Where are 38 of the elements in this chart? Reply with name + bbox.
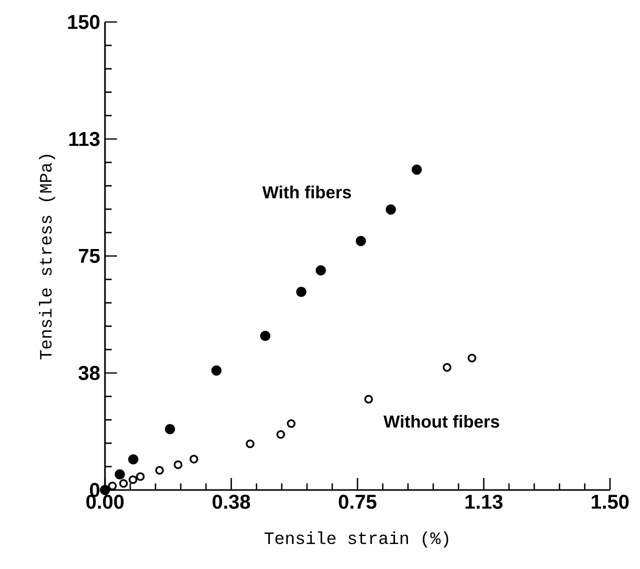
- point: [100, 484, 110, 496]
- point: [468, 354, 476, 362]
- y-tick-label: 150: [68, 14, 100, 30]
- point: [211, 365, 222, 376]
- text: With fibers: [262, 186, 351, 198]
- point: [412, 164, 422, 175]
- point: [136, 472, 145, 481]
- x-tick-label: 0.38: [212, 494, 250, 509]
- point: [246, 439, 254, 448]
- point: [386, 204, 396, 215]
- point: [190, 454, 198, 464]
- x-tick-label: 0.00: [86, 494, 124, 509]
- point: [364, 394, 373, 404]
- point: [114, 469, 125, 480]
- y-tick-label: 38: [78, 366, 100, 380]
- point: [276, 430, 286, 439]
- point: [128, 475, 138, 484]
- x-tick-label: 1.50: [592, 494, 629, 509]
- point: [316, 265, 326, 276]
- point: [108, 482, 117, 490]
- point: [119, 479, 128, 488]
- point: [286, 419, 296, 428]
- x-tick-label: 0.75: [338, 494, 376, 509]
- point: [164, 424, 176, 434]
- point: [356, 236, 366, 246]
- y-tick-label: 113: [69, 132, 100, 146]
- y-tick-label: 75: [78, 249, 100, 263]
- point: [296, 286, 306, 298]
- point: [174, 460, 182, 470]
- x-tick-label: 1.13: [466, 494, 502, 509]
- y-axis-title: Tensile stress (MPa): [38, 154, 56, 360]
- point: [155, 466, 164, 475]
- x-axis-title: Tensile strain (%): [264, 531, 448, 548]
- y-tick-label: 0: [90, 482, 100, 498]
- point: [128, 454, 138, 465]
- series-label: Without fibers: [384, 414, 500, 428]
- point: [260, 330, 270, 342]
- point: [442, 363, 452, 372]
